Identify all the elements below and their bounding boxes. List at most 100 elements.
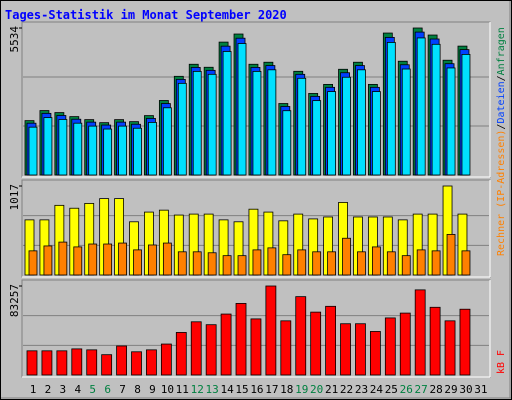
bar: [401, 255, 411, 276]
bar: [416, 37, 426, 176]
bar: [73, 122, 83, 176]
bar: [267, 69, 277, 176]
bar: [386, 42, 396, 176]
x-tick-label: 30: [459, 383, 472, 396]
x-tick-label: 18: [280, 383, 293, 396]
x-tick-label: 14: [220, 383, 234, 396]
bar: [312, 251, 322, 276]
bar: [461, 54, 471, 176]
bar: [252, 71, 262, 176]
bar: [401, 68, 411, 176]
x-tick-label: 28: [429, 383, 442, 396]
bar: [103, 243, 113, 276]
bar: [310, 311, 322, 376]
x-tick-label: 16: [250, 383, 263, 396]
x-tick-label: 11: [176, 383, 189, 396]
x-tick-label: 6: [104, 383, 111, 396]
bar: [192, 71, 202, 176]
bar: [190, 321, 202, 376]
bar: [282, 254, 292, 276]
legend-entry: kB F: [496, 350, 507, 374]
legend-entry: /: [496, 75, 507, 81]
x-tick-label: 20: [310, 383, 323, 396]
bar: [28, 126, 38, 176]
bar: [205, 324, 217, 376]
bar: [88, 243, 98, 276]
bar: [342, 237, 351, 276]
bar: [357, 69, 366, 176]
bar: [371, 91, 381, 176]
bar: [118, 125, 127, 176]
bar: [235, 303, 247, 376]
bar: [43, 117, 53, 176]
bar: [177, 251, 187, 276]
bar: [207, 73, 217, 176]
x-tick-label: 3: [60, 383, 67, 396]
x-tick-label: 23: [355, 383, 368, 396]
bar: [131, 351, 142, 376]
x-tick-label: 9: [149, 383, 156, 396]
bar: [355, 323, 366, 376]
bar: [148, 244, 157, 276]
legend-entry: Rechner (IP-Adressen): [496, 130, 507, 256]
bar: [148, 122, 157, 176]
x-tick-label: 31: [474, 383, 487, 396]
bar: [146, 349, 157, 376]
bar: [222, 51, 232, 176]
legend-entry: /: [496, 124, 507, 130]
bar: [71, 348, 83, 376]
chart-title: Tages-Statistik im Monat September 2020: [5, 8, 287, 22]
x-tick-label: 26: [400, 383, 413, 396]
x-tick-label: 2: [45, 383, 52, 396]
bar: [160, 343, 172, 376]
bar: [267, 247, 277, 276]
bar: [207, 252, 217, 276]
x-tick-label: 24: [370, 383, 384, 396]
bar: [431, 43, 441, 176]
bar: [118, 242, 127, 276]
bar: [237, 43, 247, 176]
bar: [297, 249, 307, 276]
y-tick-label: 83257: [8, 284, 21, 317]
bar: [327, 251, 337, 276]
x-tick-label: 29: [444, 383, 457, 396]
bar: [446, 233, 456, 276]
bar: [58, 119, 68, 176]
bar: [56, 350, 68, 376]
bar: [88, 125, 98, 176]
bar: [250, 318, 262, 376]
bar: [133, 249, 142, 276]
x-tick-label: 8: [134, 383, 141, 396]
bar: [357, 251, 366, 276]
legend-entry: Anfragen: [496, 27, 507, 75]
bar: [86, 349, 98, 376]
x-tick-label: 15: [235, 383, 248, 396]
x-tick-label: 19: [295, 383, 308, 396]
bar: [162, 107, 172, 176]
x-tick-label: 10: [161, 383, 174, 396]
bar: [252, 249, 262, 276]
bar: [369, 331, 381, 376]
bar: [386, 251, 396, 276]
bar: [327, 91, 337, 176]
bar: [280, 320, 292, 376]
bar: [43, 245, 53, 276]
x-tick-label: 21: [325, 383, 338, 396]
bar: [459, 308, 471, 376]
bar: [429, 306, 441, 376]
bar: [162, 242, 172, 276]
bar: [175, 332, 187, 376]
legend-entry: Dateien: [496, 81, 507, 123]
bar: [384, 317, 396, 376]
bar: [237, 255, 247, 276]
bar: [444, 320, 456, 376]
bar: [414, 289, 426, 376]
legend: Rechner (IP-Adressen)/Dateien/Anfragen: [496, 27, 507, 256]
bar: [446, 67, 456, 176]
bar: [73, 246, 83, 276]
bar: [265, 285, 277, 376]
bar: [399, 312, 411, 376]
x-tick-label: 22: [340, 383, 353, 396]
bar: [101, 354, 113, 376]
